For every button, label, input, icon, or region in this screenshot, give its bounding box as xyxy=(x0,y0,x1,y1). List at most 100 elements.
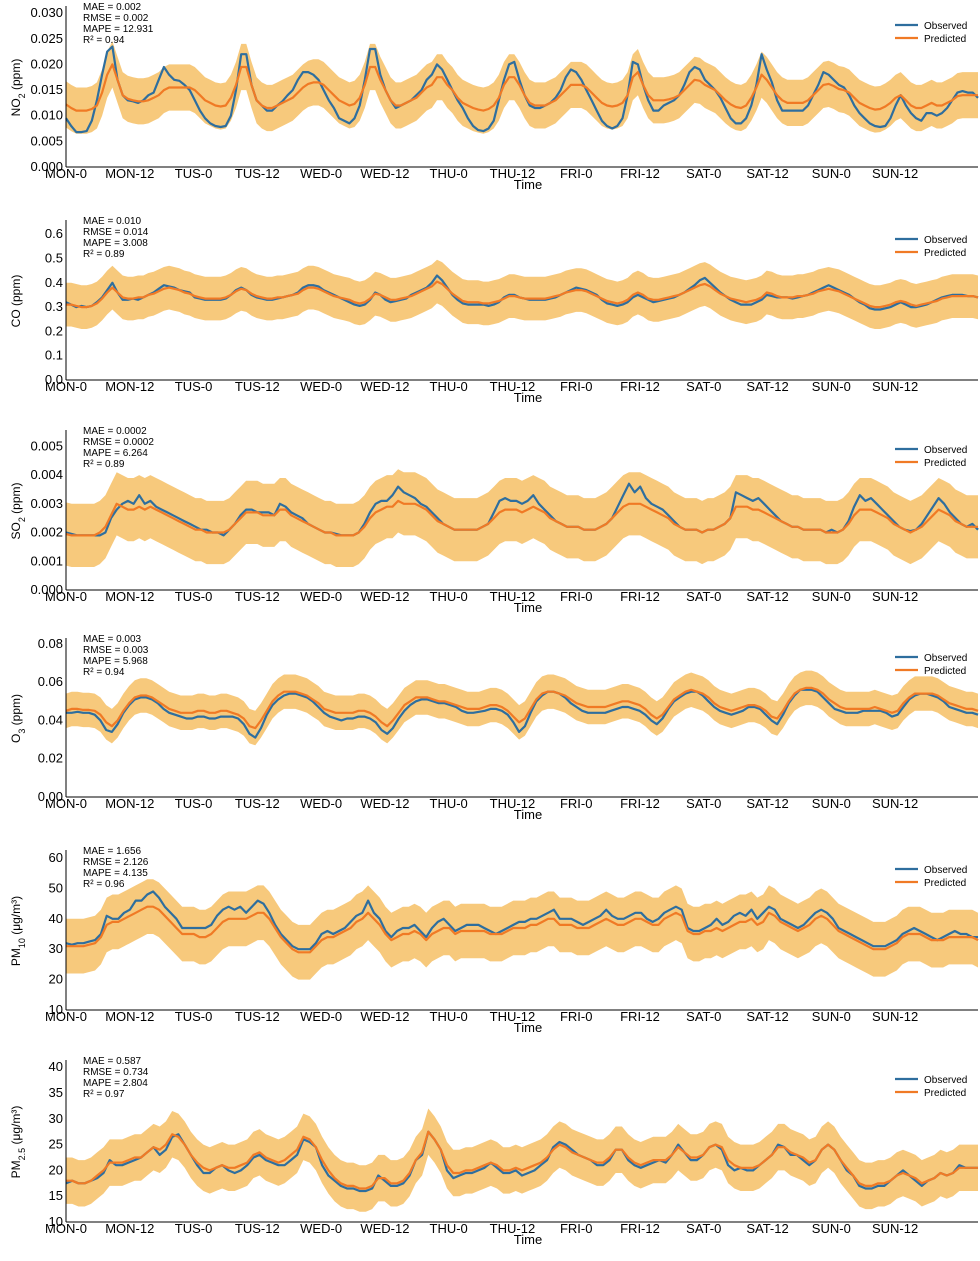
observed-line xyxy=(66,688,979,739)
metric-text: MAPE = 4.135 xyxy=(83,868,148,879)
metric-text: MAE = 1.656 xyxy=(83,846,142,857)
x-tick-label: THU-0 xyxy=(430,1009,468,1024)
y-axis-label: PM10 (μg/m³) xyxy=(9,896,27,966)
y-tick-label: 0.000 xyxy=(30,159,63,174)
panel-1: 0.0 0.1 0.2 0.3 0.4 0.5 0.6 MON-0 MON-12 TUS-0 TUS… xyxy=(9,216,979,405)
x-tick-label: MON-0 xyxy=(45,1221,87,1236)
x-tick-label: THU-12 xyxy=(490,1009,536,1024)
y-tick-label: 0.004 xyxy=(30,467,63,482)
x-tick-label: WED-12 xyxy=(360,1221,409,1236)
x-tick-label: WED-12 xyxy=(360,1009,409,1024)
legend-label: Observed xyxy=(924,865,967,876)
y-tick-label: 0.02 xyxy=(38,751,63,766)
y-tick-label: 15 xyxy=(49,1188,63,1203)
legend-label: Predicted xyxy=(924,248,966,259)
metric-text: MAPE = 3.008 xyxy=(83,238,148,249)
x-tick-label: MON-0 xyxy=(45,589,87,604)
y-tick-label: 0.3 xyxy=(45,299,63,314)
y-axis-label: SO2 (ppm) xyxy=(9,482,27,539)
metric-text: RMSE = 0.002 xyxy=(83,13,149,24)
x-tick-label: THU-0 xyxy=(430,796,468,811)
x-tick-label: FRI-12 xyxy=(620,166,660,181)
legend-label: Predicted xyxy=(924,458,966,469)
panel-4: 10 20 30 40 50 60 MON-0 MON-12 TUS-0 TUS-12 WED-0 W… xyxy=(9,846,979,1035)
predicted-line xyxy=(65,63,978,112)
legend-label: Predicted xyxy=(924,34,966,45)
y-tick-label: 0.04 xyxy=(38,712,63,727)
y-tick-label: 10 xyxy=(49,1002,63,1017)
x-tick-label: WED-0 xyxy=(300,796,342,811)
x-tick-label: SUN-12 xyxy=(872,1009,918,1024)
predicted-line xyxy=(65,499,978,537)
x-tick-label: SUN-0 xyxy=(812,379,851,394)
x-tick-label: TUS-0 xyxy=(175,166,213,181)
x-tick-label: TUS-12 xyxy=(235,796,280,811)
x-tick-label: WED-0 xyxy=(300,1009,342,1024)
y-tick-label: 40 xyxy=(49,1059,63,1074)
x-tick-label: TUS-0 xyxy=(175,1009,213,1024)
x-tick-label: THU-12 xyxy=(490,589,536,604)
x-tick-label: FRI-0 xyxy=(560,796,593,811)
x-tick-label: SUN-12 xyxy=(872,589,918,604)
x-axis-label: Time xyxy=(514,807,542,822)
x-tick-label: SAT-12 xyxy=(746,796,788,811)
y-tick-label: 0.015 xyxy=(30,82,63,97)
x-tick-label: THU-12 xyxy=(490,796,536,811)
panel-3: 0.00 0.02 0.04 0.06 0.08 MON-0 MON-12 TUS-0 TUS-… xyxy=(9,634,979,822)
uncertainty-band xyxy=(66,879,978,980)
x-tick-label: FRI-0 xyxy=(560,379,593,394)
metric-text: RMSE = 0.0002 xyxy=(83,437,154,448)
legend-label: Observed xyxy=(924,21,967,32)
y-tick-label: 0.030 xyxy=(30,5,63,20)
x-tick-label: FRI-0 xyxy=(560,166,593,181)
legend-label: Observed xyxy=(924,445,967,456)
x-tick-label: SUN-0 xyxy=(812,796,851,811)
y-tick-label: 0.020 xyxy=(30,56,63,71)
metric-text: RMSE = 0.734 xyxy=(83,1067,149,1078)
x-tick-label: SAT-0 xyxy=(686,1221,721,1236)
x-tick-label: MON-0 xyxy=(45,1009,87,1024)
x-tick-label: THU-12 xyxy=(490,1221,536,1236)
y-tick-label: 0.000 xyxy=(30,582,63,597)
y-tick-label: 0.4 xyxy=(45,275,63,290)
y-axis-label: NO2 (ppm) xyxy=(9,59,27,117)
x-tick-label: WED-12 xyxy=(360,589,409,604)
y-tick-label: 0.6 xyxy=(45,226,63,241)
x-tick-label: FRI-12 xyxy=(620,379,660,394)
metric-text: R² = 0.97 xyxy=(83,1089,125,1100)
metric-text: R² = 0.89 xyxy=(83,459,125,470)
x-tick-label: TUS-0 xyxy=(175,796,213,811)
uncertainty-band xyxy=(66,1108,978,1212)
x-tick-label: TUS-12 xyxy=(235,379,280,394)
x-tick-label: MON-12 xyxy=(105,1009,154,1024)
metric-text: MAE = 0.010 xyxy=(83,216,142,227)
y-tick-label: 0.08 xyxy=(38,636,63,651)
metric-text: RMSE = 0.014 xyxy=(83,227,149,238)
x-tick-label: SAT-12 xyxy=(746,1221,788,1236)
x-tick-label: SAT-0 xyxy=(686,1009,721,1024)
metric-text: R² = 0.96 xyxy=(83,879,125,890)
x-tick-label: SUN-12 xyxy=(872,796,918,811)
x-tick-label: SUN-12 xyxy=(872,1221,918,1236)
x-axis-label: Time xyxy=(514,177,542,192)
x-tick-label: MON-0 xyxy=(45,379,87,394)
x-tick-label: MON-12 xyxy=(105,166,154,181)
y-tick-label: 40 xyxy=(49,911,63,926)
y-tick-label: 25 xyxy=(49,1137,63,1152)
y-tick-label: 0.00 xyxy=(38,789,63,804)
x-tick-label: MON-0 xyxy=(45,796,87,811)
y-tick-label: 10 xyxy=(49,1214,63,1229)
x-tick-label: FRI-0 xyxy=(560,589,593,604)
y-axis-label: CO (ppm) xyxy=(9,275,23,328)
metric-text: MAE = 0.003 xyxy=(83,634,142,645)
y-tick-label: 20 xyxy=(49,1162,63,1177)
x-tick-label: SAT-12 xyxy=(746,166,788,181)
x-tick-label: FRI-12 xyxy=(620,1221,660,1236)
x-tick-label: SUN-0 xyxy=(812,1009,851,1024)
y-tick-label: 0.5 xyxy=(45,250,63,265)
x-tick-label: FRI-12 xyxy=(620,796,660,811)
x-tick-label: MON-12 xyxy=(105,589,154,604)
metric-text: RMSE = 0.003 xyxy=(83,645,149,656)
x-tick-label: THU-0 xyxy=(430,379,468,394)
